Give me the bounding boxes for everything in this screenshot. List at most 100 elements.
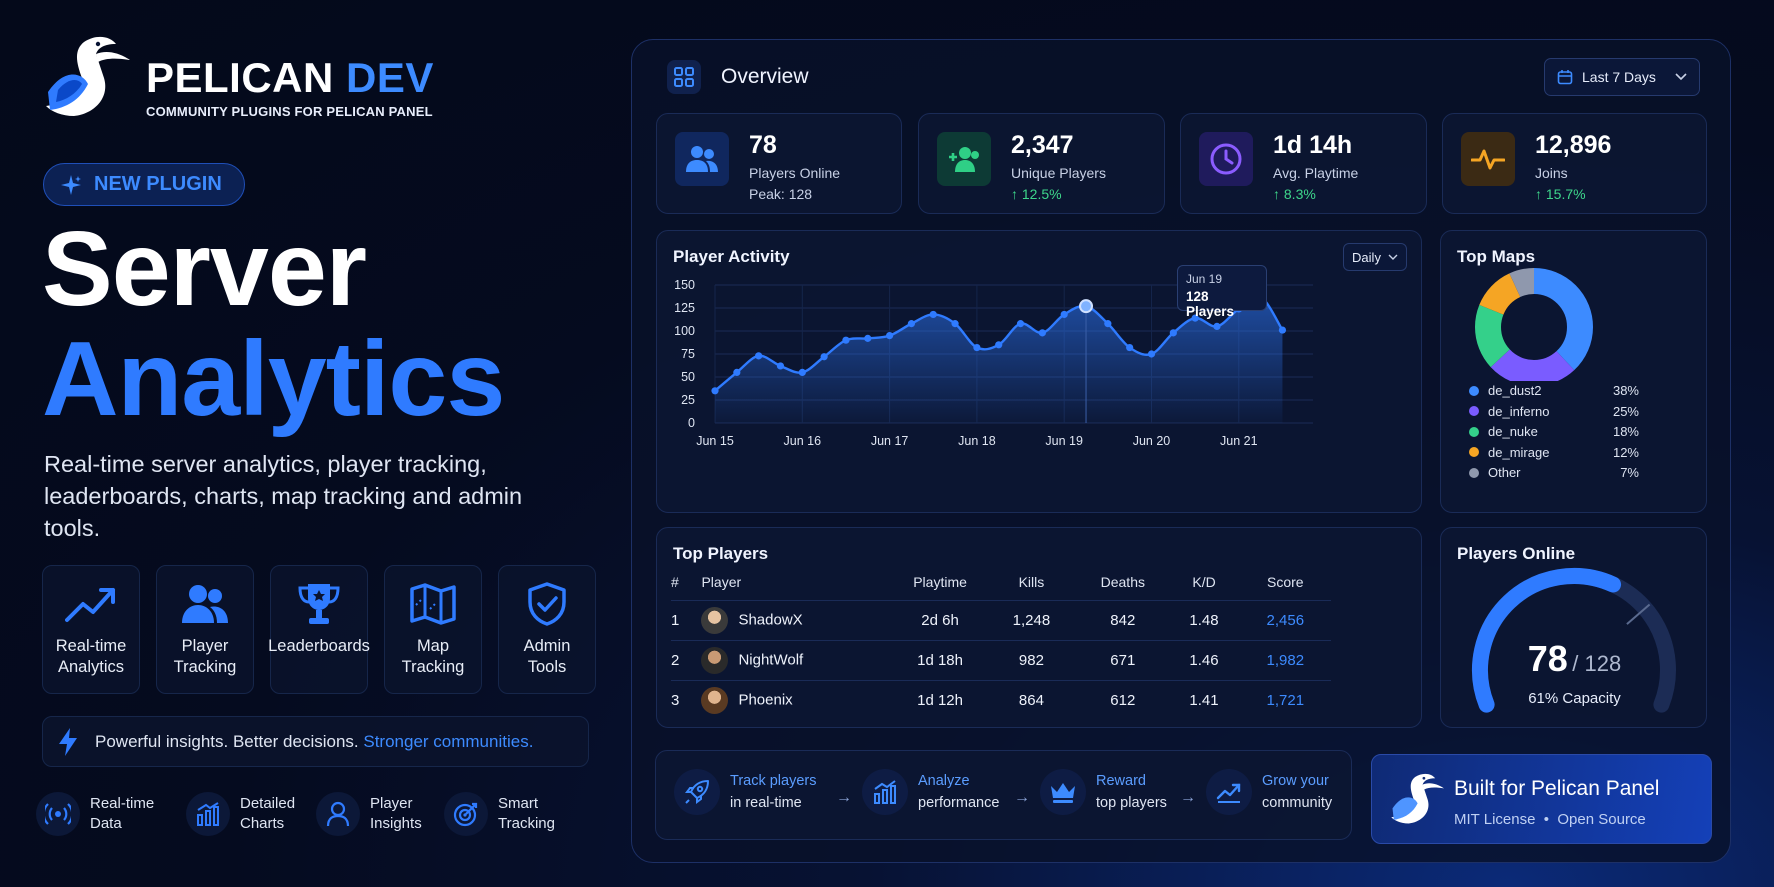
trophy-icon bbox=[296, 582, 342, 626]
feature-label: Map Tracking bbox=[401, 637, 465, 676]
data-point[interactable] bbox=[842, 336, 850, 344]
feature-map-tracking[interactable]: Map Tracking bbox=[384, 565, 482, 694]
rocket-icon bbox=[674, 769, 720, 815]
data-point[interactable] bbox=[929, 310, 937, 319]
legend-item: de_dust2 38% bbox=[1469, 383, 1639, 398]
flow-text: Track players in real-time bbox=[730, 773, 817, 811]
feature-label: Player Tracking bbox=[173, 637, 237, 676]
cell-rank: 3 bbox=[671, 679, 702, 720]
avatar bbox=[701, 646, 729, 674]
hero-title-line2: Analytics bbox=[42, 320, 505, 438]
legend-item: Other 7% bbox=[1469, 465, 1639, 480]
feature-admin-tools[interactable]: Admin Tools bbox=[498, 565, 596, 694]
data-point[interactable] bbox=[973, 343, 981, 352]
col-kills[interactable]: Kills bbox=[1018, 573, 1045, 590]
data-point[interactable] bbox=[1169, 329, 1177, 337]
stat-card-players-online: 78 Players Online Peak: 128 bbox=[656, 113, 902, 214]
feature-realtime-analytics[interactable]: Real-time Analytics bbox=[42, 565, 140, 694]
clock-icon bbox=[1199, 132, 1253, 186]
data-point[interactable] bbox=[1147, 350, 1156, 358]
top-players-panel: Top Players # Player Playtime Kills Deat… bbox=[656, 527, 1422, 728]
donut-slice[interactable] bbox=[1475, 268, 1593, 381]
cell-kd: 1.46 bbox=[1168, 639, 1240, 680]
players-online-title: Players Online bbox=[1457, 544, 1576, 563]
data-point[interactable] bbox=[1126, 343, 1134, 352]
stat-value: 1d 14h bbox=[1273, 131, 1353, 159]
built-title: Built for Pelican Panel bbox=[1454, 777, 1660, 800]
legend-item: de_nuke 18% bbox=[1469, 424, 1639, 439]
stat-trend: ↑ 8.3% bbox=[1273, 186, 1316, 202]
legend-swatch bbox=[1469, 426, 1479, 437]
data-point[interactable] bbox=[1079, 299, 1094, 314]
feature-label: Admin Tools bbox=[523, 637, 571, 676]
data-point[interactable] bbox=[1016, 320, 1025, 328]
cell-kills: 864 bbox=[985, 679, 1078, 720]
player-activity-panel: Player Activity Daily 0 25 50 75 100 125 150 Ju… bbox=[656, 230, 1422, 513]
col-score[interactable]: Score bbox=[1266, 573, 1304, 590]
data-point[interactable] bbox=[733, 368, 741, 376]
hero-title-line1: Server bbox=[42, 210, 367, 328]
top-maps-panel: Top Maps de_dust2 38% de_inferno 25% de_nuke… bbox=[1440, 230, 1707, 513]
cell-playtime: 1d 18h bbox=[894, 639, 986, 680]
map-icon bbox=[410, 582, 456, 626]
highlight-label: Smart Tracking bbox=[498, 795, 555, 832]
flow-step-reward: Reward top players bbox=[1040, 769, 1167, 815]
table-row[interactable]: 1 ShadowX 2d 6h 1,248 842 1.48 2,456 bbox=[671, 599, 1331, 640]
data-point[interactable] bbox=[1191, 314, 1199, 322]
donut-slice[interactable] bbox=[1475, 268, 1593, 381]
col-playtime[interactable]: Playtime bbox=[913, 573, 967, 590]
data-point[interactable] bbox=[885, 332, 894, 340]
hero-description: Real-time server analytics, player track… bbox=[44, 451, 523, 541]
data-point[interactable] bbox=[820, 353, 828, 361]
x-tick-label: Jun 18 bbox=[958, 434, 996, 448]
legend-label: de_nuke bbox=[1488, 424, 1538, 439]
feature-player-tracking[interactable]: Player Tracking bbox=[156, 565, 254, 694]
built-for-pelican-card[interactable]: Built for Pelican Panel MIT License • Op… bbox=[1371, 754, 1712, 844]
top-players-title: Top Players bbox=[673, 544, 769, 563]
stat-label: Unique Players bbox=[1011, 165, 1106, 181]
data-point[interactable] bbox=[951, 320, 959, 328]
legend-label: de_mirage bbox=[1488, 444, 1550, 460]
data-point[interactable] bbox=[1213, 322, 1221, 330]
table-row[interactable]: 3 Phoenix 1d 12h 864 612 1.41 1,721 bbox=[671, 679, 1331, 720]
legend-label: de_inferno bbox=[1488, 403, 1550, 419]
data-point[interactable] bbox=[755, 352, 763, 360]
legend-label: de_dust2 bbox=[1488, 383, 1542, 398]
table-row[interactable]: 2 NightWolf 1d 18h 982 671 1.46 1,982 bbox=[671, 639, 1331, 680]
cell-rank: 2 bbox=[671, 639, 702, 680]
data-point[interactable] bbox=[776, 362, 785, 370]
data-point[interactable] bbox=[907, 320, 916, 328]
col-rank[interactable]: # bbox=[671, 573, 679, 590]
pelican-logo-icon bbox=[1390, 767, 1444, 836]
data-point[interactable] bbox=[1278, 326, 1287, 334]
col-kd[interactable]: K/D bbox=[1192, 573, 1216, 590]
activity-chart: 0 25 50 75 100 125 150 Jun 15 Jun 16 Jun 17 Jun 18… bbox=[674, 278, 1313, 448]
data-point[interactable] bbox=[995, 341, 1003, 349]
insight-banner: Powerful insights. Better decisions. Str… bbox=[42, 716, 589, 767]
legend-swatch bbox=[1469, 385, 1479, 396]
stat-footnote: Peak: 128 bbox=[749, 186, 813, 202]
cell-kills: 982 bbox=[985, 639, 1078, 680]
col-deaths[interactable]: Deaths bbox=[1100, 573, 1145, 590]
donut-slice[interactable] bbox=[1475, 268, 1593, 381]
data-point[interactable] bbox=[864, 334, 872, 342]
brand: PELICAN DEV COMMUNITY PLUGINS FOR PELICA… bbox=[44, 32, 464, 122]
x-tick-label: Jun 21 bbox=[1220, 434, 1258, 448]
date-range-select[interactable]: Last 7 Days bbox=[1544, 58, 1700, 96]
y-tick-label: 100 bbox=[674, 324, 695, 338]
interval-value: Daily bbox=[1352, 249, 1381, 265]
data-point[interactable] bbox=[1038, 329, 1046, 337]
cell-deaths: 671 bbox=[1077, 639, 1169, 680]
feature-leaderboards[interactable]: Leaderboards bbox=[268, 565, 370, 694]
cell-deaths: 842 bbox=[1077, 599, 1169, 640]
data-point[interactable] bbox=[798, 368, 806, 376]
data-point[interactable] bbox=[711, 387, 719, 395]
col-player[interactable]: Player bbox=[701, 573, 742, 590]
highlight-list: Real-time Data Detailed Charts Player In… bbox=[36, 792, 594, 836]
data-point[interactable] bbox=[1060, 310, 1068, 319]
pulse-icon bbox=[1461, 132, 1515, 186]
cell-kills: 1,248 bbox=[985, 599, 1078, 640]
data-point[interactable] bbox=[1104, 320, 1112, 328]
cell-player: Phoenix bbox=[701, 679, 895, 720]
interval-select[interactable]: Daily bbox=[1343, 243, 1407, 271]
